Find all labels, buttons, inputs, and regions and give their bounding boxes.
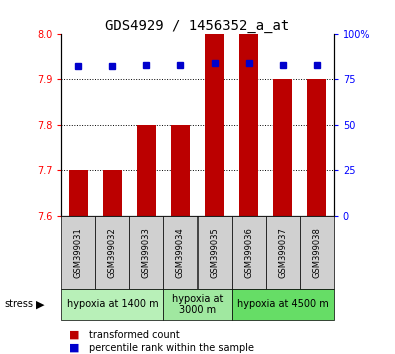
Bar xyxy=(61,216,95,289)
Bar xyxy=(231,216,265,289)
Text: GSM399032: GSM399032 xyxy=(108,227,117,278)
Bar xyxy=(130,216,164,289)
Text: transformed count: transformed count xyxy=(89,330,180,339)
Text: ■: ■ xyxy=(69,343,80,353)
Title: GDS4929 / 1456352_a_at: GDS4929 / 1456352_a_at xyxy=(105,19,290,33)
Text: ▶: ▶ xyxy=(36,299,44,309)
Text: hypoxia at 4500 m: hypoxia at 4500 m xyxy=(237,299,329,309)
Bar xyxy=(137,125,156,216)
Bar xyxy=(239,34,258,216)
Text: hypoxia at 1400 m: hypoxia at 1400 m xyxy=(66,299,158,309)
Text: GSM399031: GSM399031 xyxy=(74,227,83,278)
Text: GSM399036: GSM399036 xyxy=(244,227,253,278)
Text: GSM399033: GSM399033 xyxy=(142,227,151,278)
Bar xyxy=(164,216,198,289)
Bar xyxy=(95,216,130,289)
Bar xyxy=(171,125,190,216)
Bar xyxy=(265,216,300,289)
Text: GSM399035: GSM399035 xyxy=(210,227,219,278)
Bar xyxy=(198,216,231,289)
Bar xyxy=(164,289,231,320)
Text: stress: stress xyxy=(4,299,33,309)
Bar xyxy=(307,79,326,216)
Bar xyxy=(103,170,122,216)
Bar xyxy=(61,289,164,320)
Bar xyxy=(273,79,292,216)
Text: ■: ■ xyxy=(69,330,80,339)
Bar xyxy=(231,289,334,320)
Text: GSM399034: GSM399034 xyxy=(176,227,185,278)
Text: hypoxia at
3000 m: hypoxia at 3000 m xyxy=(172,293,223,315)
Text: percentile rank within the sample: percentile rank within the sample xyxy=(89,343,254,353)
Text: GSM399037: GSM399037 xyxy=(278,227,287,278)
Bar xyxy=(69,170,88,216)
Bar xyxy=(205,34,224,216)
Bar xyxy=(300,216,334,289)
Text: GSM399038: GSM399038 xyxy=(312,227,321,278)
